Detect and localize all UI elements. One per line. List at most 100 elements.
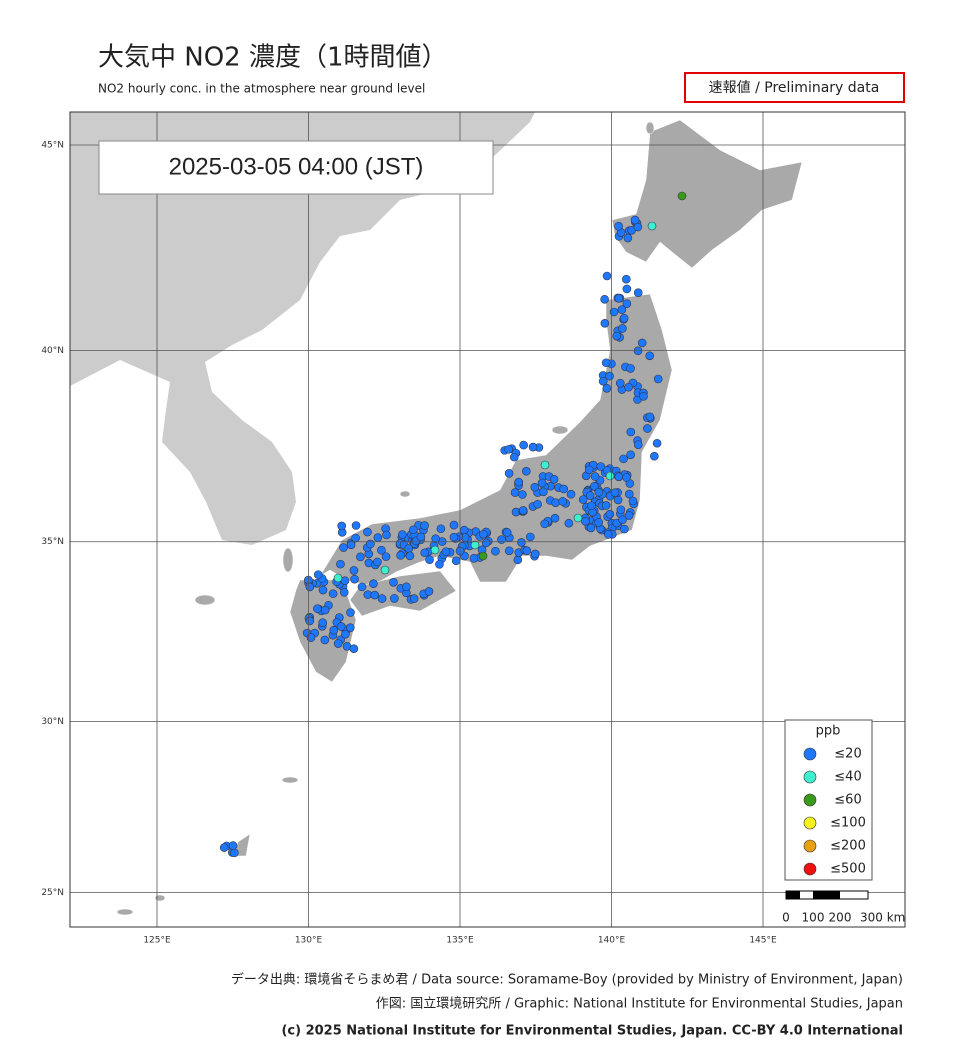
station <box>305 582 315 592</box>
station <box>510 488 520 497</box>
legend-label: ≤60 <box>834 793 861 808</box>
station <box>350 574 359 584</box>
station <box>578 495 588 504</box>
station <box>626 450 635 460</box>
lat-label: 45°N <box>41 141 64 151</box>
station <box>645 412 655 422</box>
station <box>504 469 514 478</box>
station <box>614 221 623 231</box>
station <box>502 528 512 537</box>
scale-bar <box>785 890 869 900</box>
station <box>519 440 528 450</box>
station <box>313 604 322 613</box>
lon-label: 135°E <box>446 936 474 946</box>
station <box>425 555 434 565</box>
station <box>598 376 608 386</box>
station <box>396 551 405 560</box>
station <box>633 222 643 232</box>
station <box>377 545 386 555</box>
station <box>337 521 347 531</box>
station <box>540 460 550 470</box>
station <box>329 625 339 635</box>
station <box>409 594 419 603</box>
station <box>469 553 479 563</box>
station <box>470 540 480 550</box>
station <box>622 299 632 308</box>
station <box>605 471 615 481</box>
station <box>479 530 488 539</box>
station <box>573 513 583 523</box>
station <box>586 523 596 533</box>
station <box>639 391 648 401</box>
station <box>346 608 355 617</box>
station <box>363 527 372 537</box>
station <box>596 462 606 471</box>
station <box>430 545 440 555</box>
subtitle: NO2 hourly conc. in the atmosphere near … <box>98 82 425 96</box>
station <box>584 465 594 475</box>
station <box>381 552 391 561</box>
station <box>409 525 418 535</box>
station <box>626 427 636 437</box>
station <box>616 505 626 515</box>
station <box>320 605 330 615</box>
station <box>602 383 612 393</box>
station <box>357 582 367 592</box>
japan <box>116 119 803 916</box>
station <box>619 313 629 323</box>
station <box>382 530 391 540</box>
station <box>389 577 398 587</box>
station <box>416 532 426 542</box>
station <box>339 543 348 552</box>
station <box>533 499 542 509</box>
lat-label: 25°N <box>41 888 64 898</box>
station <box>346 623 355 632</box>
graphic: 作図: 国立環境研究所 / Graphic: National Institut… <box>376 997 903 1012</box>
station <box>614 294 624 303</box>
legend-label: ≤200 <box>830 839 866 854</box>
scale-label: 100 <box>802 911 825 925</box>
station <box>369 579 378 589</box>
station <box>390 594 399 603</box>
station <box>349 566 359 575</box>
legend-swatch <box>803 747 817 761</box>
station <box>449 520 459 530</box>
station <box>318 618 328 627</box>
lon-label: 125°E <box>143 936 171 946</box>
station <box>618 515 627 525</box>
station <box>601 501 611 510</box>
legend: ≤20 ≤40 ≤60 ≤100 ≤200 ≤500 <box>803 747 866 877</box>
station <box>306 633 316 642</box>
station <box>604 530 613 539</box>
station <box>513 555 523 565</box>
legend-label: ≤100 <box>830 816 866 831</box>
station <box>643 424 652 433</box>
station <box>605 371 614 381</box>
station <box>518 490 527 499</box>
station <box>402 582 411 592</box>
station <box>504 546 514 556</box>
station <box>624 511 634 520</box>
station <box>318 585 328 595</box>
legend-swatch <box>803 793 817 807</box>
station <box>619 454 628 464</box>
station <box>623 233 633 243</box>
station <box>491 546 500 556</box>
station <box>373 533 383 542</box>
station <box>540 519 549 529</box>
station <box>451 556 461 566</box>
station <box>517 538 526 547</box>
station <box>590 472 600 481</box>
station <box>313 570 323 579</box>
station <box>366 539 375 549</box>
station <box>601 358 611 368</box>
station <box>615 378 625 388</box>
station <box>558 497 568 506</box>
station <box>550 513 560 523</box>
legend-label: ≤40 <box>834 770 861 785</box>
station <box>622 473 631 482</box>
lon-label: 145°E <box>749 936 777 946</box>
station <box>481 538 491 548</box>
station <box>594 518 603 527</box>
scale-label: 200 <box>829 911 852 925</box>
